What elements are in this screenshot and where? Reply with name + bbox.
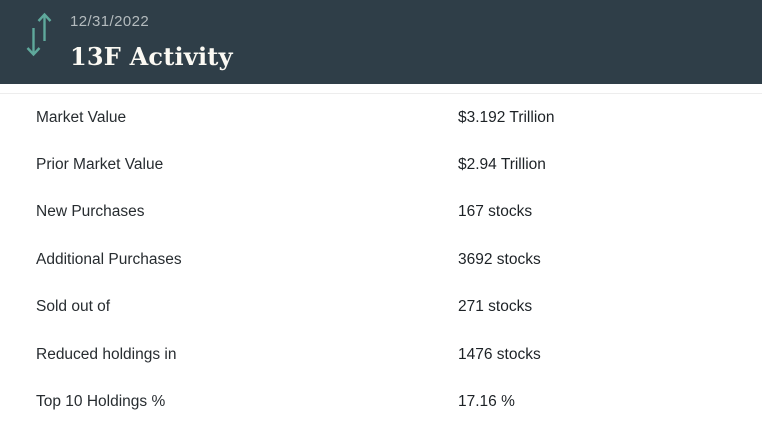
row-value: $2.94 Trillion [458,156,546,174]
row-label: New Purchases [36,203,145,221]
row-label: Prior Market Value [36,156,164,174]
report-date: 12/31/2022 [70,13,150,30]
table-row: Top 10 Holdings % 17.16 % [0,378,762,425]
row-label: Additional Purchases [36,250,182,268]
table-row: Sold out of 271 stocks [0,284,762,331]
row-value: 167 stocks [458,203,533,221]
13f-activity-table: Market Value $3.192 Trillion Prior Marke… [0,93,762,426]
row-value: 17.16 % [458,393,515,411]
row-value: $3.192 Trillion [458,108,555,126]
row-label: Market Value [36,108,127,126]
row-label: Reduced holdings in [36,345,177,363]
table-row: New Purchases 167 stocks [0,189,762,236]
row-label: Sold out of [36,298,111,316]
sort-up-down-arrows-icon[interactable] [24,11,54,58]
row-value: 3692 stocks [458,250,541,268]
13f-activity-header: 12/31/2022 13F Activity [0,0,762,84]
table-row: Reduced holdings in 1476 stocks [0,331,762,378]
page-title: 13F Activity [70,42,233,71]
row-value: 1476 stocks [458,345,541,363]
row-label: Top 10 Holdings % [36,393,166,411]
table-row: Prior Market Value $2.94 Trillion [0,141,762,188]
table-row: Additional Purchases 3692 stocks [0,236,762,283]
table-row: Market Value $3.192 Trillion [0,94,762,141]
row-value: 271 stocks [458,298,533,316]
